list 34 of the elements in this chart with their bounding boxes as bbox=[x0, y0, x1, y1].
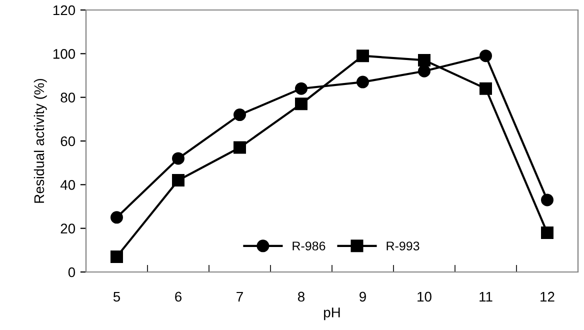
x-tick-label: 6 bbox=[175, 292, 182, 302]
point bbox=[234, 141, 246, 154]
point bbox=[295, 82, 308, 95]
point bbox=[110, 250, 123, 263]
point bbox=[480, 50, 492, 62]
point bbox=[110, 211, 123, 224]
y-tick-label: 100 bbox=[53, 49, 76, 59]
legend-label: R-993 bbox=[386, 242, 420, 250]
x-tick-label: 5 bbox=[113, 292, 120, 302]
point bbox=[295, 98, 308, 110]
y-tick-label: 120 bbox=[53, 5, 76, 16]
point bbox=[172, 152, 184, 165]
y-axis-title: Residual activity (%) bbox=[34, 78, 47, 203]
point bbox=[356, 76, 369, 88]
point bbox=[541, 226, 554, 239]
point bbox=[541, 194, 554, 206]
x-tick-label: 9 bbox=[360, 292, 366, 302]
x-tick-label: 11 bbox=[480, 292, 492, 302]
x-tick-label: 7 bbox=[236, 292, 243, 302]
y-tick-label: 80 bbox=[60, 92, 76, 103]
point bbox=[418, 54, 430, 66]
point bbox=[356, 50, 369, 62]
x-tick-label: 12 bbox=[540, 292, 554, 302]
y-tick-label: 20 bbox=[60, 224, 76, 234]
legend-label: R-986 bbox=[292, 242, 326, 250]
point bbox=[234, 108, 246, 122]
y-tick-label: 40 bbox=[60, 180, 76, 190]
x-axis-title: pH bbox=[324, 308, 340, 320]
x-tick-label: 8 bbox=[298, 292, 305, 302]
point bbox=[172, 174, 184, 187]
y-tick-label: 60 bbox=[60, 136, 76, 146]
y-tick-label: 0 bbox=[68, 267, 76, 278]
point bbox=[480, 82, 492, 95]
x-tick-label: 10 bbox=[418, 292, 432, 302]
